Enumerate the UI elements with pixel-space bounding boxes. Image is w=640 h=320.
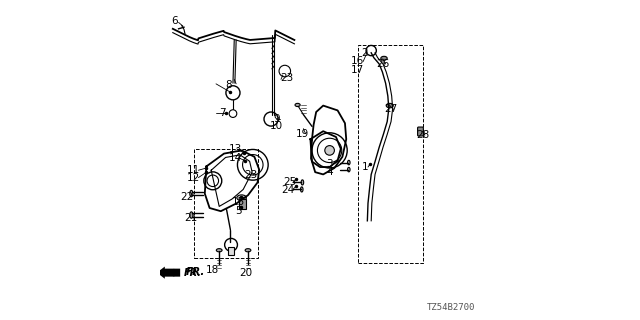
Text: 22: 22 xyxy=(180,192,194,202)
Ellipse shape xyxy=(245,249,251,252)
Ellipse shape xyxy=(387,103,393,108)
Text: 9: 9 xyxy=(273,114,280,124)
Text: FR.: FR. xyxy=(186,267,205,277)
Text: 4: 4 xyxy=(326,167,333,177)
Ellipse shape xyxy=(301,180,303,185)
FancyBboxPatch shape xyxy=(239,199,246,209)
Ellipse shape xyxy=(216,249,222,252)
Text: 26: 26 xyxy=(376,59,389,69)
Circle shape xyxy=(324,146,335,155)
Ellipse shape xyxy=(381,56,387,60)
Text: 23: 23 xyxy=(244,170,258,180)
Text: 12: 12 xyxy=(187,172,200,183)
Text: 19: 19 xyxy=(296,129,309,139)
Text: 23: 23 xyxy=(280,73,293,84)
Text: 21: 21 xyxy=(184,213,197,223)
Text: 5: 5 xyxy=(235,205,242,216)
Text: 17: 17 xyxy=(351,65,364,75)
Text: 28: 28 xyxy=(416,130,429,140)
Ellipse shape xyxy=(301,187,303,192)
Ellipse shape xyxy=(190,212,193,218)
FancyBboxPatch shape xyxy=(418,127,424,136)
Text: 20: 20 xyxy=(239,268,252,278)
Text: 2: 2 xyxy=(361,48,367,58)
Text: 13: 13 xyxy=(228,144,242,154)
Text: 15: 15 xyxy=(232,196,245,207)
Text: 18: 18 xyxy=(206,265,220,276)
FancyArrow shape xyxy=(157,267,180,279)
Ellipse shape xyxy=(348,160,350,165)
FancyBboxPatch shape xyxy=(228,247,234,255)
Text: 24: 24 xyxy=(282,185,294,196)
Text: 16: 16 xyxy=(351,56,364,67)
Text: 27: 27 xyxy=(384,104,397,115)
Ellipse shape xyxy=(295,103,300,107)
Text: 8: 8 xyxy=(225,80,232,90)
Text: 14: 14 xyxy=(228,153,242,164)
Text: FR.: FR. xyxy=(184,268,202,278)
Text: 7: 7 xyxy=(219,108,226,118)
Text: 10: 10 xyxy=(270,121,284,132)
Text: 25: 25 xyxy=(283,177,296,188)
Text: 11: 11 xyxy=(187,164,200,175)
Text: 3: 3 xyxy=(326,159,333,169)
Text: 6: 6 xyxy=(171,16,178,26)
Ellipse shape xyxy=(237,195,246,201)
Text: 1: 1 xyxy=(362,162,368,172)
Text: TZ54B2700: TZ54B2700 xyxy=(427,303,475,312)
Ellipse shape xyxy=(190,190,193,197)
Ellipse shape xyxy=(348,167,350,172)
